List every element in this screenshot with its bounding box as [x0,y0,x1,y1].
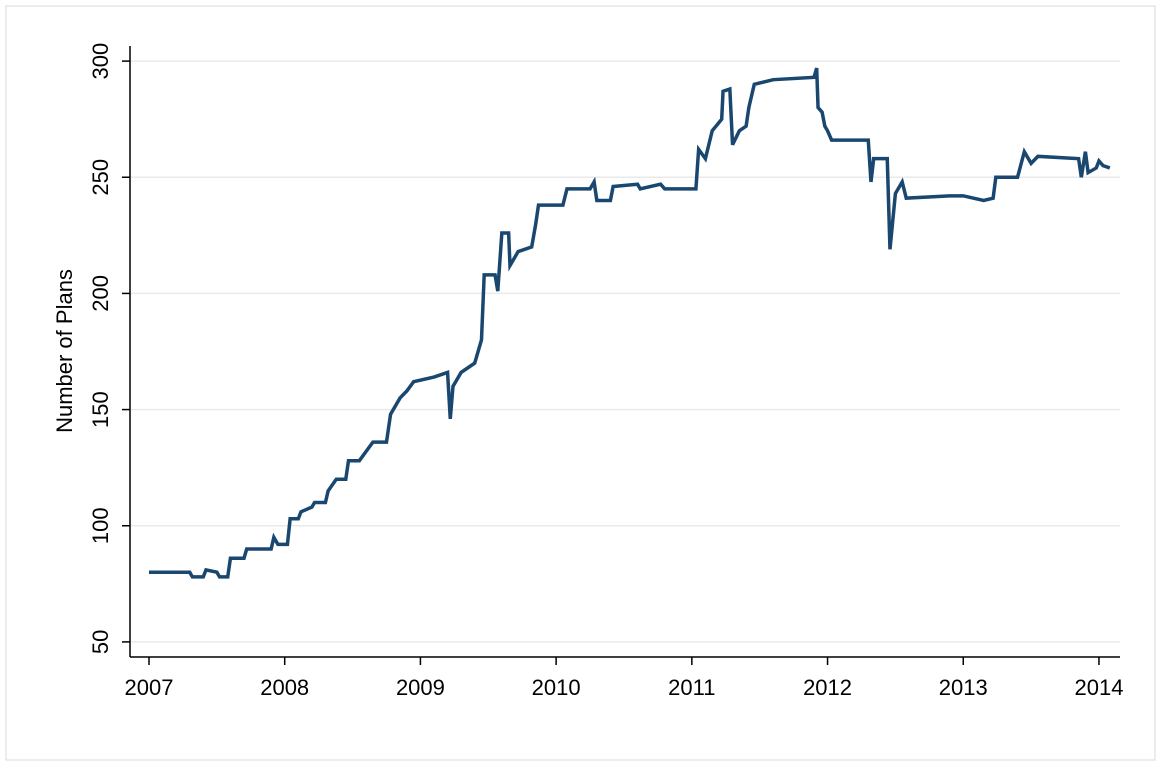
y-tick-label: 50 [88,630,113,654]
frame [5,5,1156,761]
x-tick-label: 2008 [260,675,309,700]
x-tick-label: 2012 [803,675,852,700]
x-tick-label: 2007 [125,675,174,700]
x-tick-label: 2009 [396,675,445,700]
y-axis-label: Number of Plans [52,269,77,433]
y-tick-label: 150 [88,391,113,428]
x-tick-label: 2013 [939,675,988,700]
x-tick-label: 2014 [1074,675,1123,700]
data-line [148,67,1111,579]
x-tick-label: 2010 [532,675,581,700]
y-tick-label: 300 [88,43,113,80]
y-tick-label: 250 [88,159,113,196]
x-tick-label: 2011 [668,675,715,700]
y-tick-label: 200 [88,275,113,312]
y-tick-label: 100 [88,507,113,544]
